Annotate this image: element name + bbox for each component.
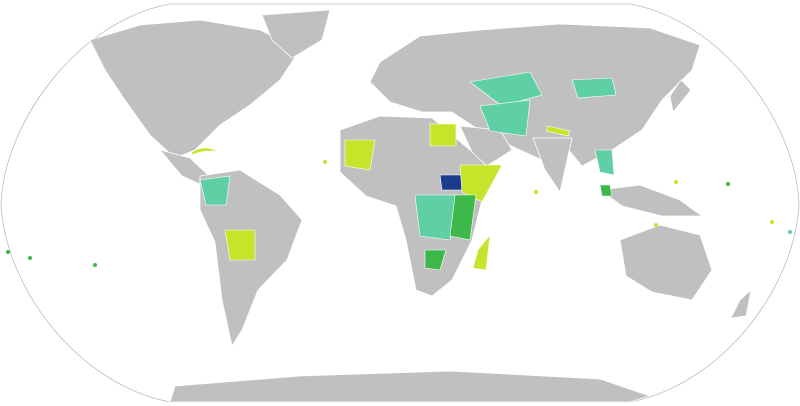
island xyxy=(770,220,774,224)
iran-region xyxy=(479,99,531,137)
island xyxy=(323,160,327,164)
island-dots xyxy=(6,160,792,267)
east-africa xyxy=(449,194,477,241)
mali xyxy=(344,139,376,171)
india xyxy=(532,137,573,193)
island xyxy=(534,190,538,194)
cuba xyxy=(191,147,219,156)
new-zealand xyxy=(730,288,752,319)
egypt xyxy=(429,123,457,147)
indochina xyxy=(594,149,615,176)
bolivia xyxy=(224,229,256,261)
island xyxy=(726,182,730,186)
island xyxy=(788,230,792,234)
horn-of-africa xyxy=(459,164,503,203)
madagascar xyxy=(472,233,491,271)
australia xyxy=(619,224,713,301)
kazakhstan xyxy=(469,71,543,107)
maritime-southeast-asia xyxy=(598,184,704,217)
nepal xyxy=(545,125,571,137)
island xyxy=(28,256,32,260)
island xyxy=(654,223,658,227)
central-africa xyxy=(414,194,456,241)
highlighted-countries xyxy=(191,71,617,271)
island xyxy=(6,250,10,254)
colombia xyxy=(199,175,231,206)
mongolia xyxy=(571,77,617,99)
greenland xyxy=(261,9,331,59)
antarctica xyxy=(169,370,652,403)
island xyxy=(674,180,678,184)
malaysia xyxy=(599,184,613,197)
japan xyxy=(669,79,692,113)
north-america xyxy=(89,19,301,159)
southern-africa xyxy=(424,249,447,271)
island xyxy=(93,263,97,267)
